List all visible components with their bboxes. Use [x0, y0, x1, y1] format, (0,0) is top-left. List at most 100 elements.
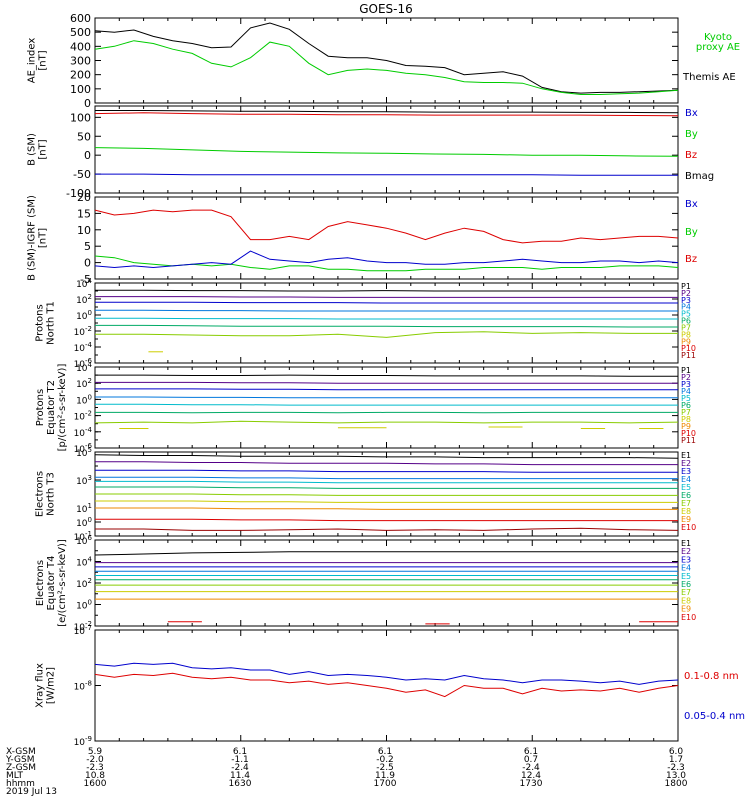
y-tick-label: 100: [70, 111, 91, 124]
y-tick-label: 10-4: [74, 426, 93, 439]
legend-entry: By: [685, 129, 698, 140]
series-e7: [95, 494, 678, 495]
legend-entry: Themis AE: [682, 72, 736, 83]
series-by: [95, 148, 678, 157]
series-e10: [95, 519, 678, 520]
y-tick-label: 101: [76, 502, 92, 515]
footer-value: 1700: [374, 779, 397, 789]
y-tick-label: 103: [76, 474, 92, 487]
footer-value: 1630: [229, 779, 252, 789]
legend-entry: E10: [681, 613, 696, 622]
series-p3: [95, 302, 678, 303]
y-axis-title: [p/(cm²-s-sr-keV)]: [57, 364, 68, 452]
series-0-05-0-4-nm: [95, 663, 678, 684]
series-bx: [95, 251, 678, 267]
series-e11: [95, 528, 678, 530]
y-axis-title: Equator T4: [46, 556, 57, 611]
y-tick-label: 10-2: [74, 410, 92, 423]
y-axis-title: B (SM): [27, 133, 38, 166]
y-tick-label: 0: [84, 257, 91, 270]
series-p2: [95, 382, 678, 383]
series-e8: [95, 501, 678, 502]
y-tick-label: 10-2: [74, 325, 92, 338]
series-e3: [95, 470, 678, 472]
legend-entry: 0.05-0.4 nm: [684, 711, 745, 722]
legend-entry: Bx: [685, 108, 698, 119]
y-axis-title: Equator T2: [46, 380, 57, 435]
legend-entry: Bz: [685, 254, 697, 265]
y-axis-title: B (SM)-IGRF (SM): [27, 195, 38, 281]
y-axis-title: AE_index: [27, 38, 38, 84]
footer-value: 1730: [520, 779, 543, 789]
legend-entry: 0.1-0.8 nm: [684, 671, 739, 682]
series-e1: [95, 552, 678, 555]
legend-entry: P11: [681, 436, 696, 445]
series-p4: [95, 397, 678, 398]
legend-entry: Bx: [685, 199, 698, 210]
y-tick-label: 50: [77, 130, 91, 143]
y-axis-title: [nT]: [38, 228, 49, 248]
y-tick-label: 600: [70, 12, 91, 25]
panel-ae: 0100200300400500600AE_index[nT]Kyotoprox…: [27, 12, 741, 110]
footer-row-label: 2019 Jul 13: [6, 787, 57, 797]
y-tick-label: 10-8: [74, 680, 92, 693]
y-tick-label: 500: [70, 26, 91, 39]
y-tick-label: 200: [70, 69, 91, 82]
series-p7: [95, 332, 678, 338]
y-tick-label: 100: [76, 599, 92, 612]
y-tick-label: 10-4: [74, 341, 93, 354]
y-tick-label: 20: [77, 191, 91, 204]
legend-entry: Bmag: [685, 171, 714, 182]
legend-entry: By: [685, 227, 698, 238]
series-p3: [95, 389, 678, 390]
y-tick-label: 100: [76, 309, 92, 322]
y-tick-label: 5: [84, 240, 91, 253]
panel-frame: [95, 283, 678, 363]
series-p5: [95, 404, 678, 405]
y-axis-title: Protons: [35, 389, 46, 426]
series-themis-ae: [95, 23, 678, 93]
series-bz: [95, 210, 678, 243]
legend-entry: E10: [681, 523, 696, 532]
y-tick-label: 0: [84, 97, 91, 110]
series-p5: [95, 318, 678, 319]
footer-value: 1800: [665, 779, 688, 789]
y-axis-title: North T3: [46, 472, 57, 516]
y-axis-title: [e/(cm²-s-sr-keV)]: [57, 539, 68, 627]
y-axis-title: [W/m2]: [46, 667, 57, 704]
series-p4: [95, 310, 678, 311]
y-tick-label: 10: [77, 224, 91, 237]
y-tick-label: 102: [76, 377, 92, 390]
series-p6: [95, 325, 678, 327]
y-axis-title: [nT]: [38, 50, 49, 70]
y-tick-label: 102: [76, 293, 92, 306]
y-axis-title: Electrons: [35, 471, 46, 517]
series-p7: [95, 421, 678, 423]
series-bz: [95, 113, 678, 116]
series-e4: [95, 477, 678, 478]
series-e2: [95, 462, 678, 465]
y-tick-label: 100: [70, 83, 91, 96]
panel-frame: [95, 367, 678, 448]
series-p1: [95, 375, 678, 376]
series-e5: [95, 481, 678, 482]
y-axis-title: [nT]: [38, 139, 49, 159]
y-axis-title: Electrons: [35, 560, 46, 606]
y-tick-label: 102: [76, 577, 92, 590]
y-axis-title: Protons: [35, 304, 46, 341]
y-tick-label: 0: [84, 149, 91, 162]
series-bx: [95, 174, 678, 175]
series-by: [95, 256, 678, 271]
legend-entry: Bz: [685, 150, 697, 161]
footer-value: 1600: [84, 779, 107, 789]
y-tick-label: 300: [70, 55, 91, 68]
legend-entry: P11: [681, 351, 696, 360]
